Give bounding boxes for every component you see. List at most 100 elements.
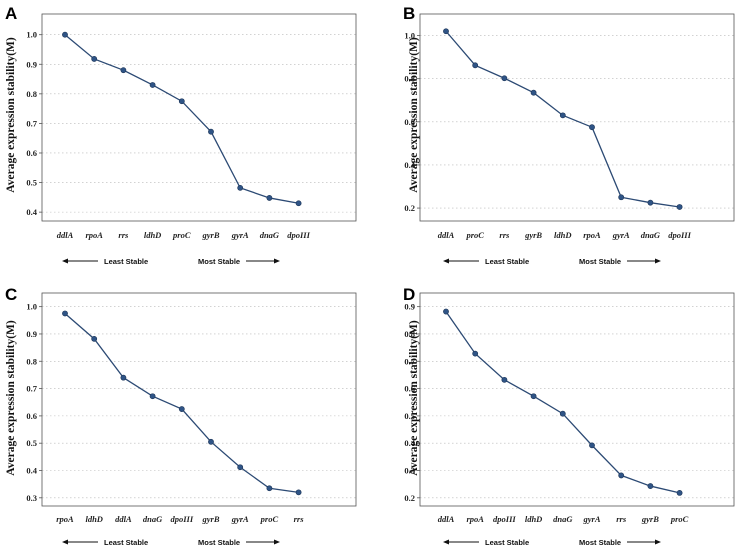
series-line: [445, 311, 680, 494]
x-category-label: ldhD: [144, 230, 161, 240]
data-point: [266, 195, 273, 201]
x-category-label: gyrA: [583, 514, 601, 524]
x-category-label: proC: [670, 514, 689, 524]
y-tick-label: 0.2: [404, 493, 415, 503]
data-point: [530, 89, 537, 96]
data-point: [91, 56, 98, 62]
x-category-label: rrs: [118, 230, 129, 240]
most-stable-label: Most Stable: [579, 538, 621, 547]
arrow-right-head: [274, 539, 280, 545]
panel-letter: C: [5, 285, 17, 304]
data-point: [120, 374, 127, 381]
y-tick-label: 1.0: [26, 302, 37, 312]
x-category-label: gyrB: [202, 514, 220, 524]
x-category-label: rrs: [499, 230, 510, 240]
arrow-left-head: [62, 539, 68, 545]
y-tick-label: 0.9: [26, 329, 37, 339]
data-point: [443, 28, 449, 35]
x-category-label: gyrA: [231, 514, 249, 524]
chart-panel-d: D 0.2 0.3 0.4 0.5 0.6 0.7 0.8 0.9 Average express…: [403, 285, 735, 547]
data-point: [501, 75, 508, 82]
y-axis-label: Average expression stability(M): [5, 37, 17, 193]
data-point: [676, 489, 683, 496]
x-category-label: proC: [260, 514, 279, 524]
y-tick-label: 0.8: [404, 74, 415, 84]
data-point: [178, 98, 185, 105]
least-stable-label: Least Stable: [104, 538, 148, 547]
y-tick-label: 0.7: [26, 384, 37, 394]
y-tick-label: 0.7: [404, 356, 415, 366]
x-category-label: gyrB: [202, 230, 220, 240]
x-category-label: rpoA: [466, 514, 484, 524]
x-category-label: ldhD: [525, 514, 542, 524]
y-tick-label: 0.6: [26, 148, 37, 158]
least-stable-label: Least Stable: [485, 257, 529, 266]
x-category-label: gyrA: [612, 230, 630, 240]
y-axis-label: Average expression stability(M): [5, 320, 17, 476]
data-point: [178, 406, 185, 412]
y-tick-label: 1.0: [26, 30, 37, 40]
x-category-label: ldhD: [85, 514, 102, 524]
x-category-label: dnaG: [553, 514, 573, 524]
data-point: [149, 82, 156, 88]
data-point: [559, 410, 566, 417]
least-stable-label: Least Stable: [485, 538, 529, 547]
y-tick-label: 0.8: [26, 356, 37, 366]
x-category-label: dnaG: [143, 514, 163, 524]
arrow-right-head: [274, 258, 280, 264]
y-tick-label: 0.9: [404, 302, 415, 312]
data-point: [295, 489, 302, 496]
data-point: [472, 62, 479, 69]
most-stable-label: Most Stable: [198, 538, 240, 547]
x-category-label: rrs: [616, 514, 627, 524]
data-point: [589, 442, 595, 449]
x-category-label: dpoIII: [668, 230, 691, 240]
x-category-label: ddlA: [438, 230, 455, 240]
plot-frame: [419, 13, 735, 222]
data-point: [62, 310, 68, 317]
x-category-label: rpoA: [583, 230, 601, 240]
arrow-right-head: [655, 539, 661, 545]
x-category-label: dpoIII: [493, 514, 516, 524]
plot-frame: [41, 292, 357, 507]
most-stable-label: Most Stable: [579, 257, 621, 266]
data-point: [295, 200, 302, 207]
arrow-left-head: [62, 258, 68, 264]
arrow-left-head: [443, 258, 449, 264]
y-tick-label: 0.4: [404, 160, 415, 170]
data-point: [676, 204, 683, 210]
arrow-left-head: [443, 539, 449, 545]
y-tick-label: 0.2: [404, 203, 415, 213]
chart-panel-c: C 0.3 0.4 0.5 0.6 0.7 0.8 0.9 1.0 Average express…: [5, 285, 357, 547]
x-category-label: dnaG: [260, 230, 280, 240]
series-line: [64, 312, 299, 493]
data-point: [208, 438, 214, 445]
x-category-label: ldhD: [554, 230, 571, 240]
least-stable-label: Least Stable: [104, 257, 148, 266]
data-point: [237, 464, 244, 471]
x-category-label: proC: [172, 230, 191, 240]
arrow-right-head: [655, 258, 661, 264]
x-category-label: ddlA: [438, 514, 455, 524]
data-point: [208, 128, 214, 135]
y-tick-label: 0.6: [404, 117, 415, 127]
y-axis-label: Average expression stability(M): [408, 37, 420, 193]
y-tick-label: 0.3: [26, 493, 37, 503]
x-category-label: gyrB: [524, 230, 542, 240]
y-tick-label: 0.6: [26, 411, 37, 421]
chart-panel-a: A 0.4 0.5 0.6 0.7 0.8 0.9 1.0 Average expression…: [5, 4, 357, 266]
y-tick-label: 0.6: [404, 384, 415, 394]
x-category-label: dpoIII: [287, 230, 310, 240]
y-tick-label: 0.5: [26, 438, 37, 448]
plot-frame: [419, 292, 735, 507]
y-tick-label: 0.8: [26, 89, 37, 99]
y-tick-label: 0.8: [404, 329, 415, 339]
data-point: [589, 124, 595, 131]
panel-letter: D: [403, 285, 415, 304]
plot-frame: [41, 13, 357, 222]
panel-letter: B: [403, 4, 415, 23]
x-category-label: ddlA: [57, 230, 74, 240]
x-category-label: dnaG: [641, 230, 661, 240]
